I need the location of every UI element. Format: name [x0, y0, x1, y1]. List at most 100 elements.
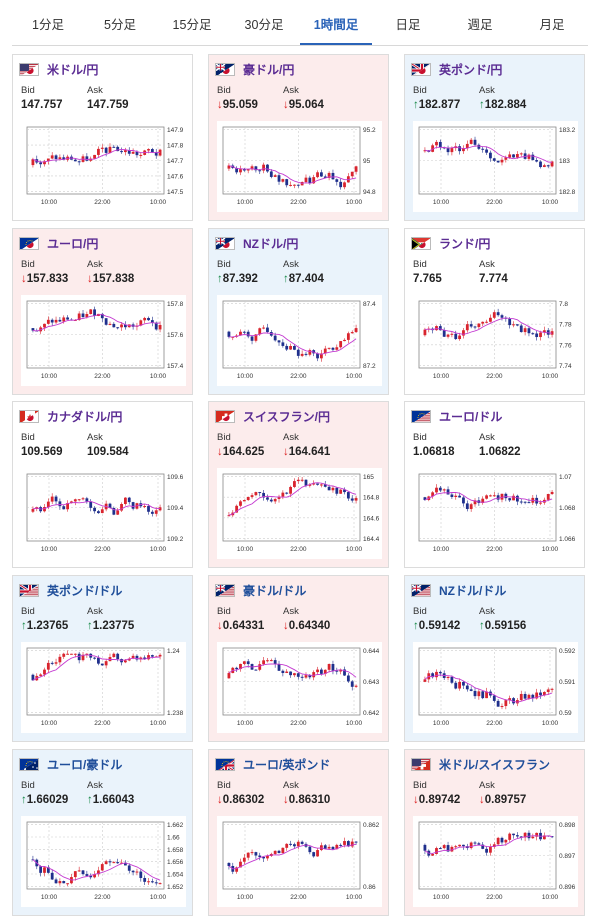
- pair-name[interactable]: ユーロ/豪ドル: [47, 757, 123, 772]
- arrow-up-icon: ↑: [479, 99, 485, 111]
- pair-name[interactable]: 豪ドル/ドル: [243, 583, 307, 598]
- candlestick-chart[interactable]: 1.662 1.66 1.658 1.656 1.654 1.652 10:00 22:00 1…: [21, 816, 186, 907]
- tab-7[interactable]: 月足: [539, 18, 565, 32]
- tab-2[interactable]: 15分足: [172, 18, 212, 32]
- pair-name[interactable]: ユーロ/英ポンド: [243, 757, 331, 772]
- candle-body: [496, 495, 500, 500]
- ask-value: 1.06822: [479, 446, 521, 458]
- pair-name[interactable]: ユーロ/円: [47, 236, 99, 251]
- candlestick-chart[interactable]: 7.8 7.78 7.76 7.74 10:00 22:00 10:00: [413, 295, 578, 386]
- ask-value: 7.774: [479, 273, 508, 285]
- pair-name[interactable]: NZドル/ドル: [439, 583, 507, 598]
- pair-title[interactable]: ユーロ/ドル: [411, 408, 502, 424]
- tab-6[interactable]: 週足: [467, 18, 493, 32]
- candle-body: [147, 881, 150, 883]
- candlestick-chart[interactable]: 0.862 0.86 10:00 22:00 10:00: [217, 816, 382, 907]
- candle-body: [465, 324, 469, 331]
- candlestick-chart[interactable]: 95.2 95 94.8 10:00 22:00 10:00: [217, 121, 382, 212]
- tab-0[interactable]: 1分足: [32, 18, 64, 32]
- pair-name[interactable]: 英ポンド/ドル: [47, 583, 123, 598]
- pair-name[interactable]: 豪ドル/円: [243, 62, 295, 77]
- candlestick-chart[interactable]: 1.24 1.238 10:00 22:00 10:00: [21, 642, 186, 733]
- candle-body: [66, 503, 70, 510]
- y-tick-label: 1.066: [559, 536, 576, 543]
- pair-title[interactable]: 豪ドル/円: [215, 61, 294, 77]
- pair-title[interactable]: 英ポンド/ドル: [19, 582, 122, 598]
- pair-title[interactable]: ユーロ/円: [19, 235, 98, 251]
- candle-body: [354, 328, 358, 333]
- rate-card[interactable]: NZドル/円 Bid Ask ↑87.392 ↑87.404 87.4 87.2 1…: [208, 228, 389, 395]
- candle-body: [496, 700, 500, 707]
- rate-card[interactable]: ランド/円 Bid Ask 7.765 7.774 7.8 7.78 7.76 7.7…: [404, 228, 585, 395]
- pair-title[interactable]: 豪ドル/ドル: [215, 582, 306, 598]
- pair-name[interactable]: 米ドル/円: [47, 62, 99, 77]
- candlestick-chart[interactable]: 157.8 157.6 157.4 10:00 22:00 10:00: [21, 295, 186, 386]
- pair-title[interactable]: ユーロ/英ポンド: [215, 756, 330, 772]
- candlestick-chart[interactable]: 87.4 87.2 10:00 22:00 10:00: [217, 295, 382, 386]
- pair-name[interactable]: 英ポンド/円: [439, 62, 503, 77]
- x-tick-label: 10:00: [41, 720, 58, 727]
- rate-card[interactable]: ユーロ/ドル Bid Ask 1.06818 1.06822 1.07 1.068…: [404, 401, 585, 568]
- candle-body: [512, 324, 515, 326]
- candle-body: [112, 323, 116, 328]
- rate-card[interactable]: 英ポンド/円 Bid Ask ↑182.877 ↑182.884 183.2 18…: [404, 54, 585, 221]
- rate-card[interactable]: NZドル/ドル Bid Ask ↑0.59142 ↑0.59156 0.592 0…: [404, 575, 585, 742]
- pair-name[interactable]: スイスフラン/円: [243, 409, 330, 424]
- candle-body: [296, 479, 300, 482]
- candle-body: [77, 161, 81, 163]
- candle-body: [258, 328, 262, 335]
- pair-title[interactable]: 米ドル/スイスフラン: [411, 756, 550, 772]
- candlestick-chart[interactable]: 1.07 1.068 1.066 10:00 22:00 10:00: [413, 468, 578, 559]
- y-tick-label: 0.59: [559, 710, 572, 717]
- rate-card[interactable]: 豪ドル/円 Bid Ask ↓95.059 ↓95.064 95.2 95 94.8…: [208, 54, 389, 221]
- candlestick-chart[interactable]: 0.644 0.643 0.642 10:00 22:00 10:00: [217, 642, 382, 733]
- pair-title[interactable]: ユーロ/豪ドル: [19, 756, 122, 772]
- rate-card[interactable]: 米ドル/スイスフラン Bid Ask ↓0.89742 ↓0.89757 0.8…: [404, 749, 585, 916]
- y-tick-label: 1.652: [167, 884, 184, 891]
- candlestick-chart[interactable]: 0.898 0.897 0.896 10:00 22:00 10:00: [413, 816, 578, 907]
- candlestick-chart[interactable]: 0.592 0.591 0.59 10:00 22:00 10:00: [413, 642, 578, 733]
- pair-name[interactable]: NZドル/円: [243, 236, 299, 251]
- tab-3[interactable]: 30分足: [244, 18, 284, 32]
- rate-card[interactable]: 英ポンド/ドル Bid Ask ↑1.23765 ↑1.23775 1.24 1.…: [12, 575, 193, 742]
- y-tick-label: 94.8: [363, 189, 376, 196]
- pair-name[interactable]: カナダドル/円: [47, 409, 123, 424]
- y-tick-label: 109.2: [167, 536, 184, 543]
- pair-title[interactable]: スイスフラン/円: [215, 408, 330, 424]
- pair-title[interactable]: NZドル/円: [215, 235, 298, 251]
- pair-title[interactable]: 米ドル/円: [19, 61, 98, 77]
- arrow-down-icon: ↓: [87, 273, 93, 285]
- candle-body: [242, 500, 246, 502]
- rate-card[interactable]: スイスフラン/円 Bid Ask ↓164.625 ↓164.641 165 16…: [208, 401, 389, 568]
- rate-card[interactable]: 米ドル/円 Bid Ask 147.757 147.759 147.9 147.8…: [12, 54, 193, 221]
- candlestick-chart[interactable]: 183.2 183 182.8 10:00 22:00 10:00: [413, 121, 578, 212]
- pair-title[interactable]: NZドル/ドル: [411, 582, 506, 598]
- pair-title[interactable]: カナダドル/円: [19, 408, 122, 424]
- arrow-down-icon: ↓: [217, 446, 223, 458]
- candle-body: [504, 700, 508, 707]
- candle-body: [531, 333, 535, 335]
- rate-card[interactable]: ユーロ/円 Bid Ask ↓157.833 ↓157.838 157.8 157…: [12, 228, 193, 395]
- tab-1[interactable]: 5分足: [104, 18, 136, 32]
- pair-title[interactable]: ランド/円: [411, 235, 490, 251]
- moving-average-line: [228, 843, 357, 870]
- rate-card[interactable]: カナダドル/円 Bid Ask 109.569 109.584 109.6 109…: [12, 401, 193, 568]
- pair-name[interactable]: ランド/円: [439, 236, 491, 251]
- pair-name[interactable]: 米ドル/スイスフラン: [439, 757, 550, 772]
- rate-card[interactable]: 豪ドル/ドル Bid Ask ↓0.64331 ↓0.64340 0.644 0.…: [208, 575, 389, 742]
- flag-pair-icon: [411, 757, 431, 771]
- rate-card[interactable]: ユーロ/豪ドル Bid Ask ↑1.66029 ↑1.66043 1.662 1…: [12, 749, 193, 916]
- candlestick-chart[interactable]: 109.6 109.4 109.2 10:00 22:00 10:00: [21, 468, 186, 559]
- candle-body: [469, 324, 473, 327]
- candlestick-chart[interactable]: 147.9 147.8 147.7 147.6 147.5 10:00 22:00 10:00: [21, 121, 186, 212]
- y-tick-label: 1.068: [559, 505, 576, 512]
- candle-body: [485, 495, 488, 499]
- tab-4[interactable]: 1時間足: [300, 6, 372, 45]
- ask-value: ↓0.64340: [283, 620, 331, 632]
- rate-card[interactable]: ユーロ/英ポンド Bid Ask ↓0.86302 ↓0.86310 0.862…: [208, 749, 389, 916]
- tab-5[interactable]: 日足: [395, 18, 421, 32]
- plot-frame: [418, 647, 557, 716]
- candlestick-chart[interactable]: 165 164.8 164.6 164.4 10:00 22:00 10:00: [217, 468, 382, 559]
- pair-title[interactable]: 英ポンド/円: [411, 61, 502, 77]
- pair-name[interactable]: ユーロ/ドル: [439, 409, 503, 424]
